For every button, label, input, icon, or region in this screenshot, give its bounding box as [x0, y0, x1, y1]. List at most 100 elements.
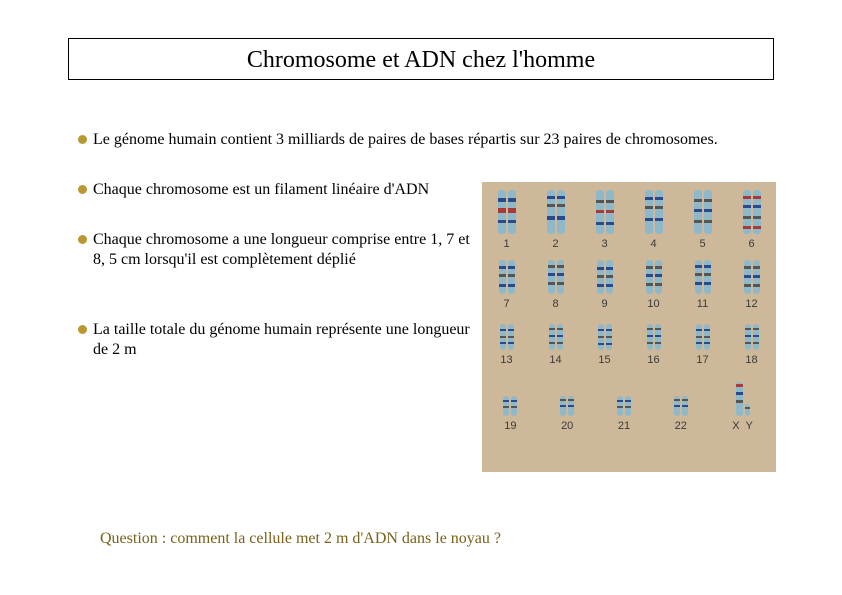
karyotype-cell: 3 — [582, 190, 628, 250]
chromosome-label: 13 — [500, 354, 512, 366]
bullet-text: Chaque chromosome est un filament linéai… — [93, 180, 478, 200]
bullet-item: La taille totale du génome humain représ… — [78, 320, 478, 360]
chromosome-label: 6 — [748, 238, 754, 250]
bullet-text: La taille totale du génome humain représ… — [93, 320, 478, 360]
chromosome — [557, 190, 565, 234]
chromosome — [508, 324, 514, 350]
chromosome — [646, 260, 653, 294]
chromosome-pair — [674, 396, 688, 416]
chromosome-label: 5 — [699, 238, 705, 250]
karyotype-cell: 1 — [484, 190, 530, 250]
chromosome — [557, 324, 563, 350]
chromosome-pair — [596, 190, 614, 234]
karyotype-cell: 18 — [729, 324, 775, 366]
karyotype-cell: 6 — [729, 190, 775, 250]
chromosome — [704, 324, 710, 350]
chromosome — [606, 260, 613, 294]
bullet-item: Chaque chromosome est un filament linéai… — [78, 180, 478, 200]
chromosome — [547, 190, 555, 234]
chromosome-pair — [560, 396, 574, 416]
chromosome-pair — [646, 260, 662, 294]
bullet-list: Le génome humain contient 3 milliards de… — [78, 130, 478, 360]
bullet-item: Le génome humain contient 3 milliards de… — [78, 130, 768, 150]
chromosome-pair — [694, 190, 712, 234]
chromosome — [560, 396, 566, 416]
bullet-icon — [78, 185, 87, 194]
chromosome-label: 1 — [503, 238, 509, 250]
karyotype-diagram: 12345678910111213141516171819202122X Y — [482, 182, 776, 472]
bullet-text: Chaque chromosome a une longueur compris… — [93, 230, 478, 270]
chromosome-pair — [548, 260, 564, 294]
chromosome — [511, 396, 517, 416]
chromosome — [704, 260, 711, 294]
chromosome — [744, 260, 751, 294]
chromosome — [674, 396, 680, 416]
chromosome — [745, 324, 751, 350]
chromosome — [568, 396, 574, 416]
chromosome-label: 2 — [552, 238, 558, 250]
chromosome-label: 3 — [601, 238, 607, 250]
chromosome-label: 4 — [650, 238, 656, 250]
bullet-icon — [78, 325, 87, 334]
karyotype-cell: 11 — [680, 260, 726, 310]
bullet-text: Le génome humain contient 3 milliards de… — [93, 130, 768, 150]
chromosome-label: 15 — [598, 354, 610, 366]
chromosome — [508, 190, 516, 234]
chromosome-pair — [736, 382, 750, 416]
chromosome-pair — [598, 324, 612, 350]
karyotype-row: 7 8 9 10 11 12 — [482, 260, 776, 310]
question-text: Question : comment la cellule met 2 m d'… — [100, 530, 501, 548]
chromosome — [498, 190, 506, 234]
chromosome — [696, 324, 702, 350]
chromosome-label: 10 — [647, 298, 659, 310]
chromosome — [695, 260, 702, 294]
chromosome-label: 8 — [552, 298, 558, 310]
karyotype-cell: 9 — [582, 260, 628, 310]
karyotype-cell: 7 — [484, 260, 530, 310]
chromosome-label: X Y — [732, 420, 753, 432]
karyotype-row: 19202122X Y — [482, 382, 776, 432]
chromosome-label: 17 — [696, 354, 708, 366]
karyotype-cell: 14 — [533, 324, 579, 366]
chromosome-pair — [645, 190, 663, 234]
chromosome-pair — [744, 260, 760, 294]
chromosome-pair — [597, 260, 613, 294]
chromosome — [606, 324, 612, 350]
karyotype-cell: 13 — [484, 324, 530, 366]
chromosome-label: 11 — [697, 298, 708, 310]
chromosome-label: 21 — [618, 420, 630, 432]
chromosome-label: 14 — [549, 354, 561, 366]
chromosome — [598, 324, 604, 350]
chromosome-label: 19 — [504, 420, 516, 432]
chromosome — [704, 190, 712, 234]
chromosome — [753, 190, 761, 234]
karyotype-cell: 10 — [631, 260, 677, 310]
bullet-item: Chaque chromosome a une longueur compris… — [78, 230, 478, 270]
chromosome — [736, 382, 743, 416]
chromosome-pair — [695, 260, 711, 294]
chromosome — [655, 190, 663, 234]
chromosome-label: 12 — [745, 298, 757, 310]
karyotype-cell: X Y — [715, 382, 771, 432]
karyotype-cell: 15 — [582, 324, 628, 366]
chromosome — [508, 260, 515, 294]
chromosome — [625, 396, 631, 416]
chromosome — [743, 190, 751, 234]
chromosome-pair — [503, 396, 517, 416]
chromosome-pair — [500, 324, 514, 350]
karyotype-cell: 22 — [658, 396, 704, 432]
bullet-icon — [78, 135, 87, 144]
chromosome-pair — [549, 324, 563, 350]
chromosome-pair — [617, 396, 631, 416]
chromosome — [617, 396, 623, 416]
chromosome — [647, 324, 653, 350]
chromosome — [645, 190, 653, 234]
karyotype-cell: 21 — [601, 396, 647, 432]
chromosome — [606, 190, 614, 234]
karyotype-cell: 16 — [631, 324, 677, 366]
chromosome — [557, 260, 564, 294]
chromosome-pair — [499, 260, 515, 294]
chromosome — [753, 324, 759, 350]
karyotype-cell: 8 — [533, 260, 579, 310]
chromosome — [655, 260, 662, 294]
